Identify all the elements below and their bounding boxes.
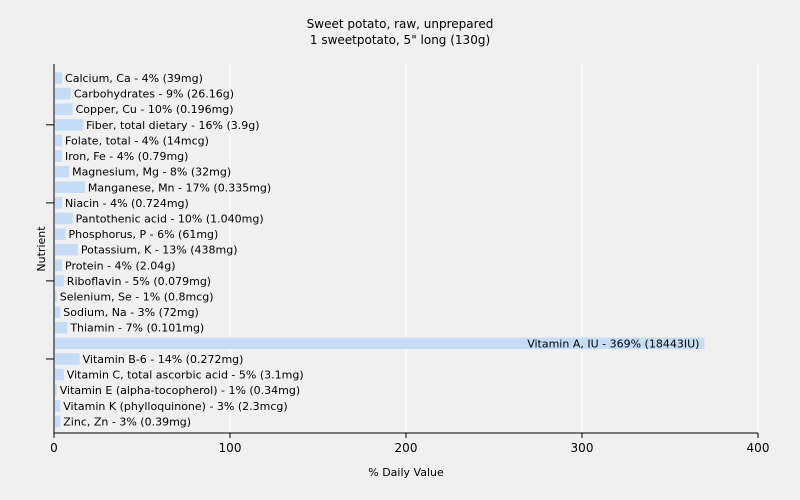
bar-label-10: Phosphorus, P - 6% (61mg) xyxy=(69,228,219,241)
bar-label-20: Vitamin E (alpha-tocopherol) - 1% (0.34m… xyxy=(60,384,300,397)
bar-12 xyxy=(55,259,63,272)
bar-10 xyxy=(55,228,66,240)
x-tick-label-2: 200 xyxy=(395,441,418,455)
bar-13 xyxy=(55,275,64,287)
bars-group: Calcium, Ca - 4% (39mg) Carbohydrates - 9… xyxy=(55,72,705,428)
bar-15 xyxy=(55,306,61,318)
bar-3 xyxy=(55,119,84,131)
bar-16 xyxy=(55,321,68,334)
bar-8 xyxy=(55,197,63,209)
x-tick-label-4: 400 xyxy=(747,441,770,455)
bar-label-22: Zinc, Zn - 3% (0.39mg) xyxy=(63,415,191,428)
x-tick-label-3: 300 xyxy=(571,441,594,455)
bar-label-6: Magnesium, Mg - 8% (32mg) xyxy=(72,166,231,179)
x-tick-label-1: 100 xyxy=(219,441,242,455)
bar-label-3: Fiber, total dietary - 16% (3.9g) xyxy=(86,119,259,132)
bar-label-9: Pantothenic acid - 10% (1.040mg) xyxy=(76,212,264,225)
x-axis-title: % Daily Value xyxy=(368,466,444,479)
bar-9 xyxy=(55,212,73,225)
bar-2 xyxy=(55,103,73,115)
bar-22 xyxy=(55,415,61,428)
bar-label-12: Protein - 4% (2.04g) xyxy=(65,259,176,272)
bar-label-11: Potassium, K - 13% (438mg) xyxy=(81,244,238,257)
x-tick-label-0: 0 xyxy=(50,441,58,455)
bar-label-21: Vitamin K (phylloquinone) - 3% (2.3mcg) xyxy=(63,400,287,413)
chart-subtitle: 1 sweetpotato, 5" long (130g) xyxy=(310,33,490,47)
bar-21 xyxy=(55,400,61,412)
bar-5 xyxy=(55,150,63,162)
bar-label-8: Niacin - 4% (0.724mg) xyxy=(65,197,189,210)
bar-label-18: Vitamin B-6 - 14% (0.272mg) xyxy=(83,353,244,366)
bar-14 xyxy=(55,290,57,303)
grid-lines xyxy=(229,64,759,433)
bar-20 xyxy=(55,384,57,396)
bar-label-7: Manganese, Mn - 17% (0.335mg) xyxy=(88,181,271,194)
bar-label-0: Calcium, Ca - 4% (39mg) xyxy=(65,72,203,85)
bar-label-15: Sodium, Na - 3% (72mg) xyxy=(63,306,199,319)
bar-label-16: Thiamin - 7% (0.101mg) xyxy=(69,322,204,335)
bar-11 xyxy=(55,243,78,256)
y-axis-title: Nutrient xyxy=(35,226,48,272)
bar-label-1: Carbohydrates - 9% (26.16g) xyxy=(74,88,234,101)
chart-title: Sweet potato, raw, unprepared xyxy=(307,17,494,31)
bar-17 xyxy=(55,337,705,350)
bar-4 xyxy=(55,134,63,147)
bar-0 xyxy=(55,72,63,84)
bar-19 xyxy=(55,368,64,381)
bar-label-2: Copper, Cu - 10% (0.196mg) xyxy=(76,103,234,116)
bar-18 xyxy=(55,353,80,365)
bar-label-4: Folate, total - 4% (14mcg) xyxy=(65,134,209,147)
bar-label-13: Riboflavin - 5% (0.079mg) xyxy=(67,275,211,288)
bar-6 xyxy=(55,165,70,178)
bar-7 xyxy=(55,181,85,194)
bar-label-14: Selenium, Se - 1% (0.8mcg) xyxy=(60,291,214,304)
axes-group: 0 100 200 300 400 xyxy=(46,64,769,455)
bar-label-17: Vitamin A, IU - 369% (18443IU) xyxy=(527,337,699,350)
bar-1 xyxy=(55,87,71,100)
bar-label-5: Iron, Fe - 4% (0.79mg) xyxy=(65,150,188,163)
bar-label-19: Vitamin C, total ascorbic acid - 5% (3.1… xyxy=(67,369,304,382)
